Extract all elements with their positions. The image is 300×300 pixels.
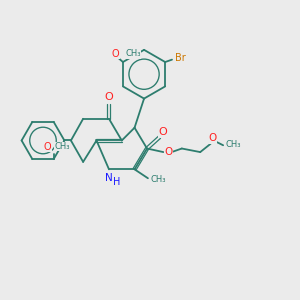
Text: Br: Br	[175, 53, 185, 64]
Text: N: N	[105, 172, 113, 183]
Text: O: O	[105, 92, 113, 102]
Text: O: O	[165, 147, 173, 157]
Text: CH₃: CH₃	[54, 142, 70, 151]
Text: H: H	[113, 177, 120, 187]
Text: O: O	[208, 134, 216, 143]
Text: CH₃: CH₃	[226, 140, 241, 148]
Text: CH₃: CH₃	[125, 49, 140, 58]
Text: O: O	[43, 142, 51, 152]
Text: CH₃: CH₃	[151, 175, 167, 184]
Text: O: O	[111, 49, 119, 59]
Text: O: O	[159, 127, 167, 137]
